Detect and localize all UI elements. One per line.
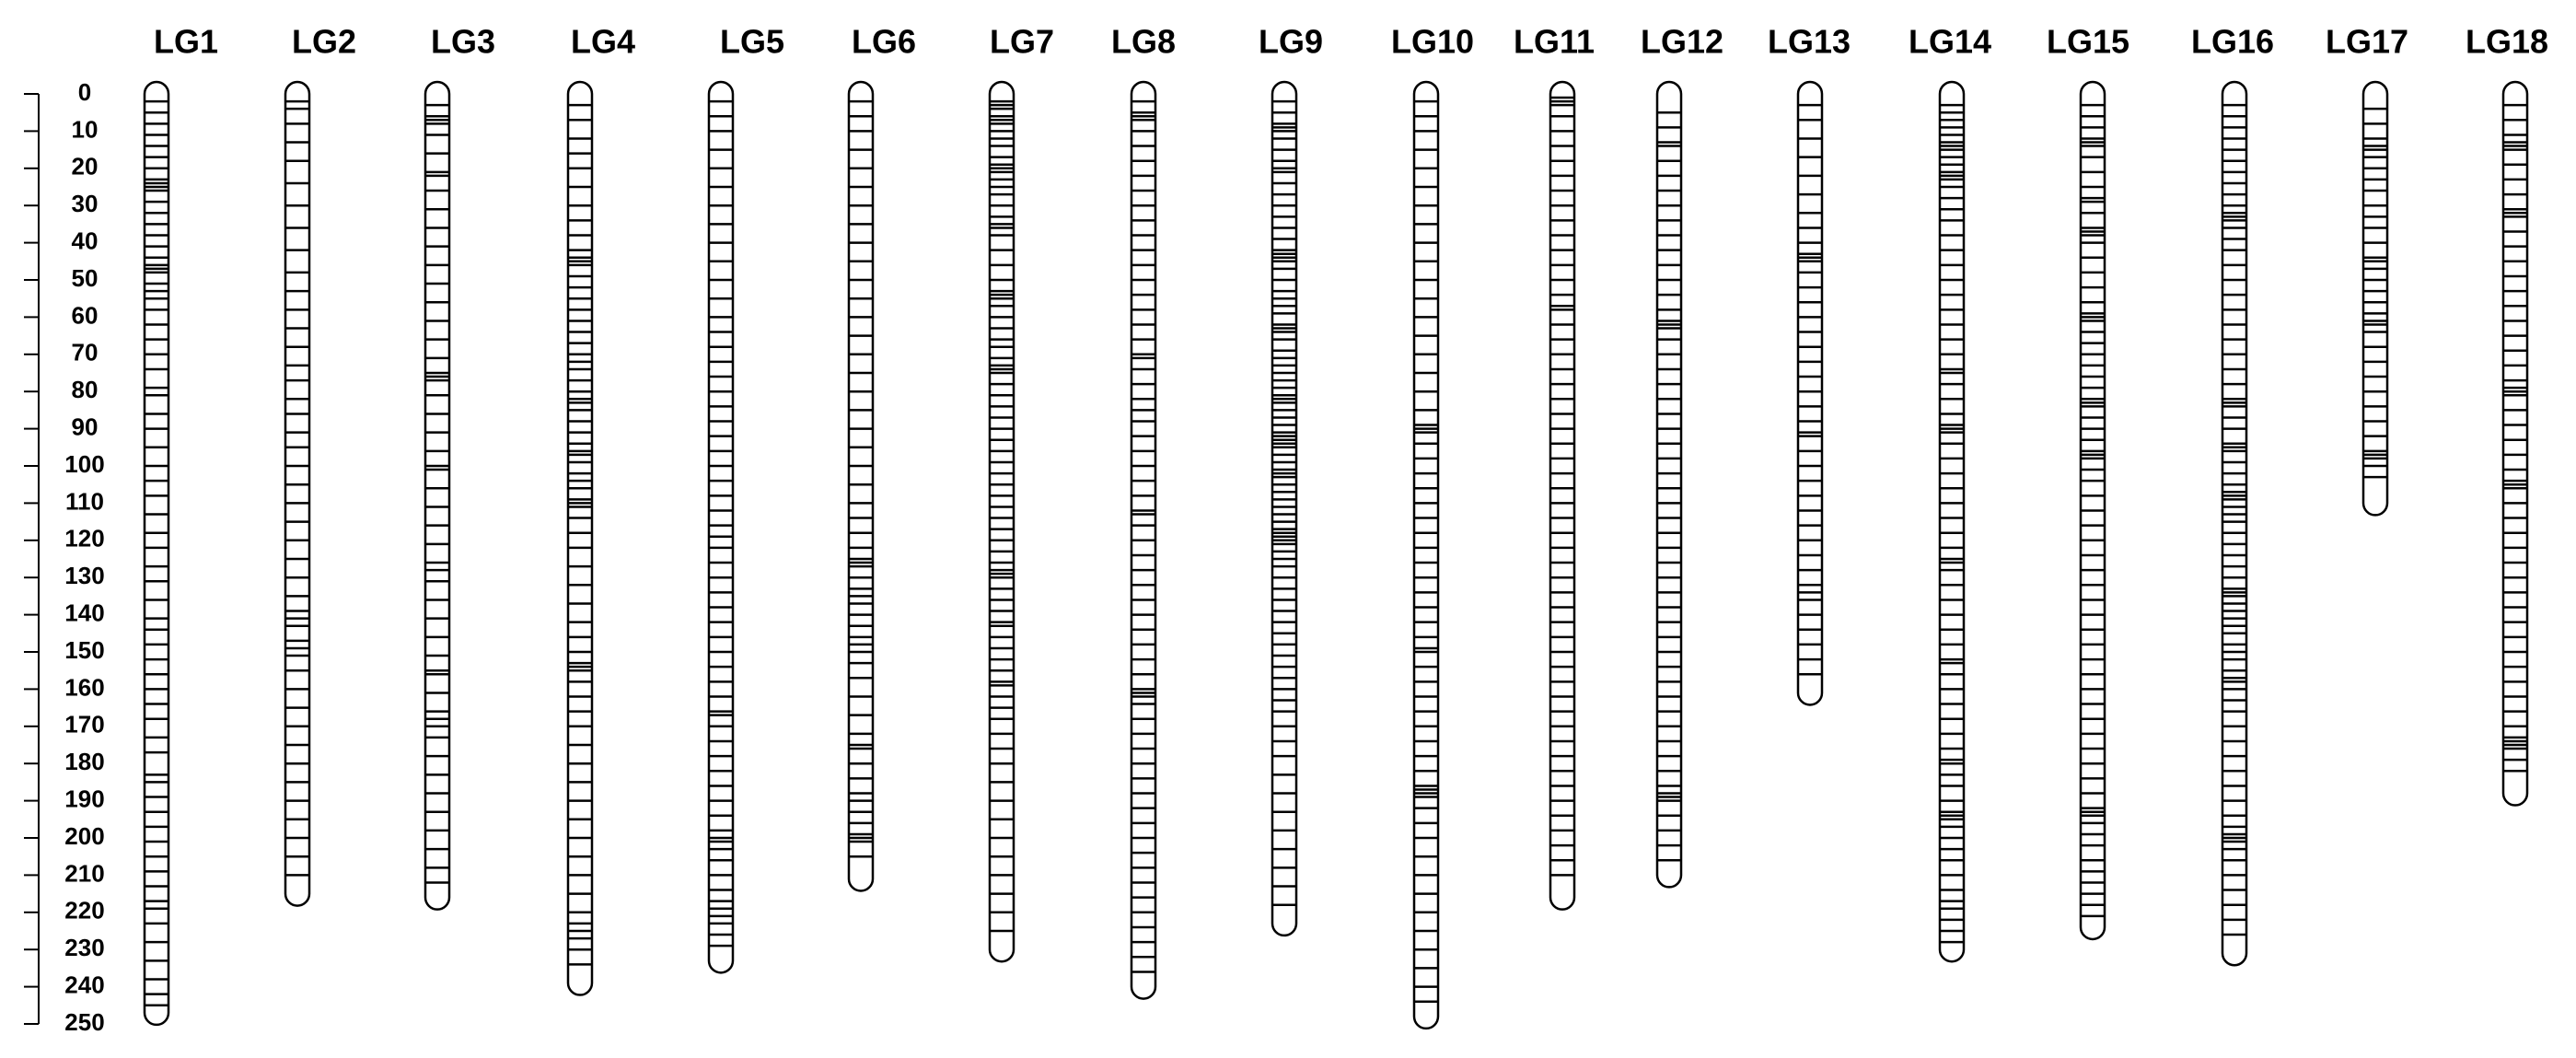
lg-title: LG14 [1909,23,1991,61]
y-tick-label: 120 [64,525,104,552]
chromosome [143,80,170,1027]
y-tick-label: 250 [64,1008,104,1036]
lg-title: LG1 [154,23,218,61]
y-tick-label: 70 [72,339,99,366]
chromosome [1655,80,1683,889]
chromosome [1271,80,1298,937]
chromosome [2221,80,2248,967]
lg-title: LG15 [2047,23,2129,61]
lg-title: LG10 [1391,23,1474,61]
chromosome [988,80,1015,963]
y-tick-label: 90 [72,413,99,440]
lg-title: LG13 [1768,23,1851,61]
chromosome [1796,80,1824,706]
lg-title: LG6 [852,23,916,61]
lg-title: LG5 [720,23,784,61]
lg-title: LG3 [431,23,495,61]
y-tick-label: 30 [72,190,99,217]
y-tick-label: 60 [72,301,99,329]
y-tick-label: 240 [64,971,104,998]
lg-title: LG18 [2466,23,2548,61]
lg-title: LG4 [571,23,635,61]
lg-title: LG9 [1259,23,1323,61]
y-tick-label: 160 [64,673,104,701]
lg-title: LG2 [292,23,356,61]
y-tick-label: 210 [64,859,104,887]
y-tick-label: 10 [72,115,99,143]
lg-title: LG12 [1641,23,1723,61]
y-tick-label: 20 [72,153,99,180]
y-tick-label: 230 [64,934,104,961]
y-tick-label: 140 [64,599,104,626]
lg-title: LG16 [2191,23,2274,61]
chromosome [284,80,311,907]
y-tick-label: 220 [64,897,104,924]
chromosome [566,80,594,996]
lg-title: LG17 [2326,23,2408,61]
chromosome [1938,80,1966,963]
lg-title: LG7 [990,23,1054,61]
y-tick-label: 130 [64,562,104,589]
chromosome [707,80,735,974]
chromosome [424,80,451,911]
y-tick-label: 200 [64,822,104,850]
chromosome [1412,80,1440,1030]
chromosome [847,80,875,892]
y-tick-label: 180 [64,748,104,775]
y-tick-label: 100 [64,450,104,478]
y-tick-label: 110 [65,487,104,515]
y-tick-label: 80 [72,376,99,403]
chromosome [1549,80,1576,911]
lg-title: LG8 [1111,23,1176,61]
y-tick-label: 190 [64,785,104,812]
y-tick-label: 0 [78,78,91,106]
y-tick-label: 150 [64,636,104,664]
lg-title: LG11 [1514,23,1595,61]
y-tick-label: 40 [72,227,99,254]
y-tick-label: 170 [64,711,104,738]
chromosome [2361,80,2389,517]
chromosome [2501,80,2529,807]
y-tick-label: 50 [72,264,99,292]
